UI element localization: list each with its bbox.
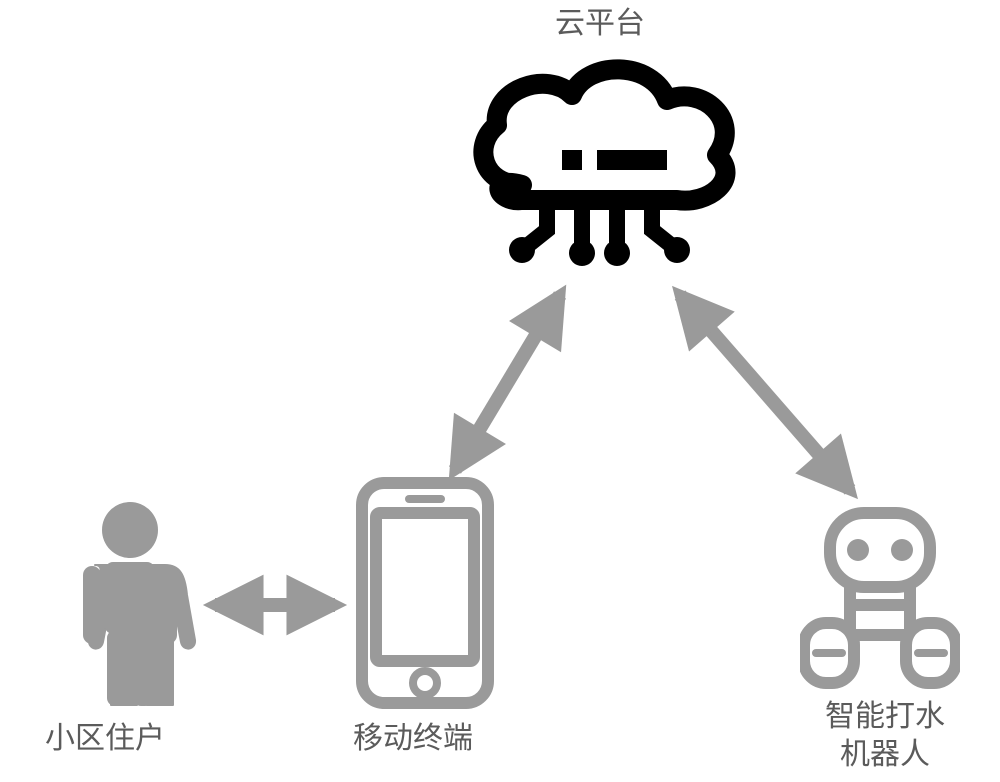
phone-node — [350, 475, 500, 710]
person-icon — [55, 500, 205, 710]
person-label: 小区住户 — [45, 720, 165, 758]
phone-icon — [350, 475, 500, 710]
robot-icon — [800, 505, 960, 690]
robot-node — [800, 505, 960, 690]
cloud-label: 云平台 — [555, 5, 645, 43]
cloud-node — [452, 45, 752, 275]
robot-label: 智能打水 机器人 — [800, 698, 970, 773]
cloud-icon — [452, 45, 752, 275]
person-node — [55, 500, 205, 710]
phone-label: 移动终端 — [353, 720, 473, 758]
arrow-cloud-robot — [680, 295, 850, 490]
arrow-cloud-phone — [455, 295, 560, 470]
